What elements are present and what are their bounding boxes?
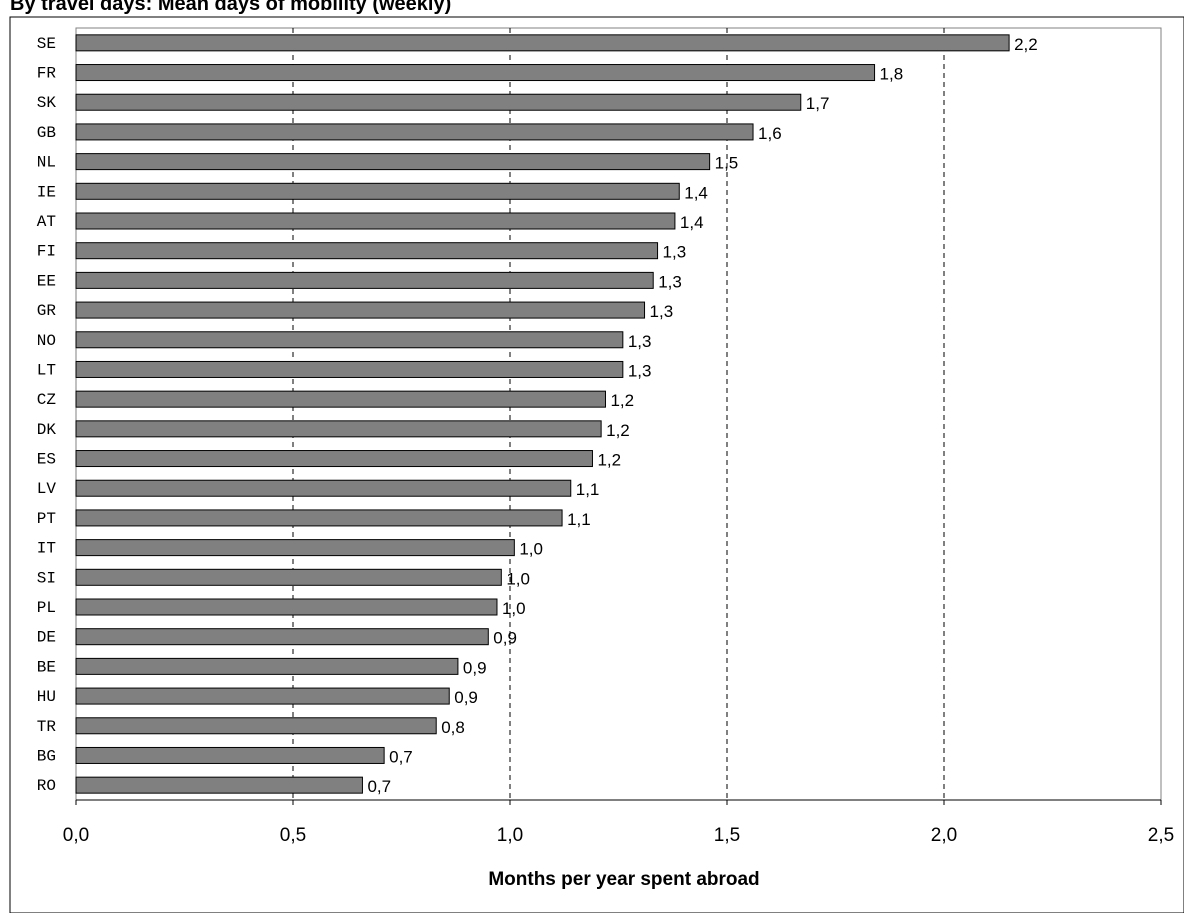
category-label: IT <box>37 540 56 558</box>
x-tick-label: 0,5 <box>280 825 306 846</box>
bar <box>75 746 385 764</box>
category-label: PL <box>37 599 56 617</box>
value-label: 0,7 <box>389 747 413 766</box>
x-tick-label: 1,0 <box>497 825 523 846</box>
category-label: NO <box>37 332 56 350</box>
bar <box>75 598 498 616</box>
chart-title: By travel days: Mean days of mobility (w… <box>10 0 451 15</box>
value-label: 0,9 <box>493 629 517 648</box>
x-tick-label: 2,5 <box>1148 825 1174 846</box>
category-label: GR <box>37 302 57 320</box>
category-label: EE <box>37 272 56 290</box>
category-label: SI <box>37 569 56 587</box>
value-label: 1,0 <box>519 540 543 559</box>
x-tick-label: 1,5 <box>714 825 740 846</box>
value-label: 1,4 <box>680 213 704 232</box>
category-label: TR <box>37 718 57 736</box>
bar <box>75 301 646 319</box>
bar <box>75 450 593 468</box>
category-label: CZ <box>37 391 57 409</box>
bar <box>75 242 659 260</box>
value-label: 1,2 <box>610 391 634 410</box>
bar <box>75 271 654 289</box>
bar <box>75 182 680 200</box>
category-label: FR <box>37 65 57 83</box>
value-label: 0,9 <box>454 688 478 707</box>
category-label: GB <box>37 124 56 142</box>
bar <box>75 657 459 675</box>
value-label: 1,2 <box>597 451 621 470</box>
value-label: 1,3 <box>658 272 682 291</box>
value-label: 1,6 <box>758 124 782 143</box>
value-label: 1,2 <box>606 421 630 440</box>
bar <box>75 123 754 141</box>
category-label: BE <box>37 658 56 676</box>
category-label: NL <box>37 154 56 172</box>
value-label: 1,3 <box>663 243 687 262</box>
category-label: SE <box>37 35 56 53</box>
bar <box>75 153 711 171</box>
category-label: SK <box>37 94 57 112</box>
value-label: 1,0 <box>502 599 526 618</box>
bar <box>75 93 802 111</box>
plot-area <box>75 27 1162 801</box>
bar <box>75 539 515 557</box>
category-label: AT <box>37 213 56 231</box>
category-label: RO <box>37 777 56 795</box>
bar <box>75 331 624 349</box>
x-tick-label: 0,0 <box>63 825 89 846</box>
bar <box>75 568 502 586</box>
value-label: 1,8 <box>880 65 904 84</box>
value-label: 1,0 <box>506 569 530 588</box>
bar <box>75 212 676 230</box>
value-label: 1,3 <box>650 302 674 321</box>
value-label: 0,9 <box>463 658 487 677</box>
category-label: DE <box>37 629 56 647</box>
category-label: HU <box>37 688 56 706</box>
bar <box>75 479 572 497</box>
bar <box>75 776 363 794</box>
value-label: 1,3 <box>628 332 652 351</box>
bar <box>75 64 876 82</box>
category-label: DK <box>37 421 57 439</box>
value-label: 1,1 <box>576 480 600 499</box>
value-label: 1,5 <box>715 154 739 173</box>
value-label: 0,8 <box>441 718 465 737</box>
value-label: 1,3 <box>628 361 652 380</box>
category-label: ES <box>37 451 56 469</box>
category-label: BG <box>37 747 56 765</box>
category-label: FI <box>37 243 56 261</box>
category-label: IE <box>37 183 56 201</box>
value-label: 0,7 <box>367 777 391 796</box>
value-label: 1,7 <box>806 94 830 113</box>
bar <box>75 390 606 408</box>
x-tick-label: 2,0 <box>931 825 957 846</box>
category-label: LV <box>37 480 57 498</box>
category-label: LT <box>37 361 56 379</box>
value-label: 2,2 <box>1014 35 1038 54</box>
bar <box>75 687 450 705</box>
value-label: 1,4 <box>684 183 708 202</box>
value-label: 1,1 <box>567 510 591 529</box>
bar <box>75 509 563 527</box>
category-label: PT <box>37 510 56 528</box>
bar <box>75 628 489 646</box>
bar <box>75 717 437 735</box>
bar <box>75 34 1010 52</box>
x-axis-title: Months per year spent abroad <box>488 869 759 890</box>
bar <box>75 420 602 438</box>
bar <box>75 360 624 378</box>
